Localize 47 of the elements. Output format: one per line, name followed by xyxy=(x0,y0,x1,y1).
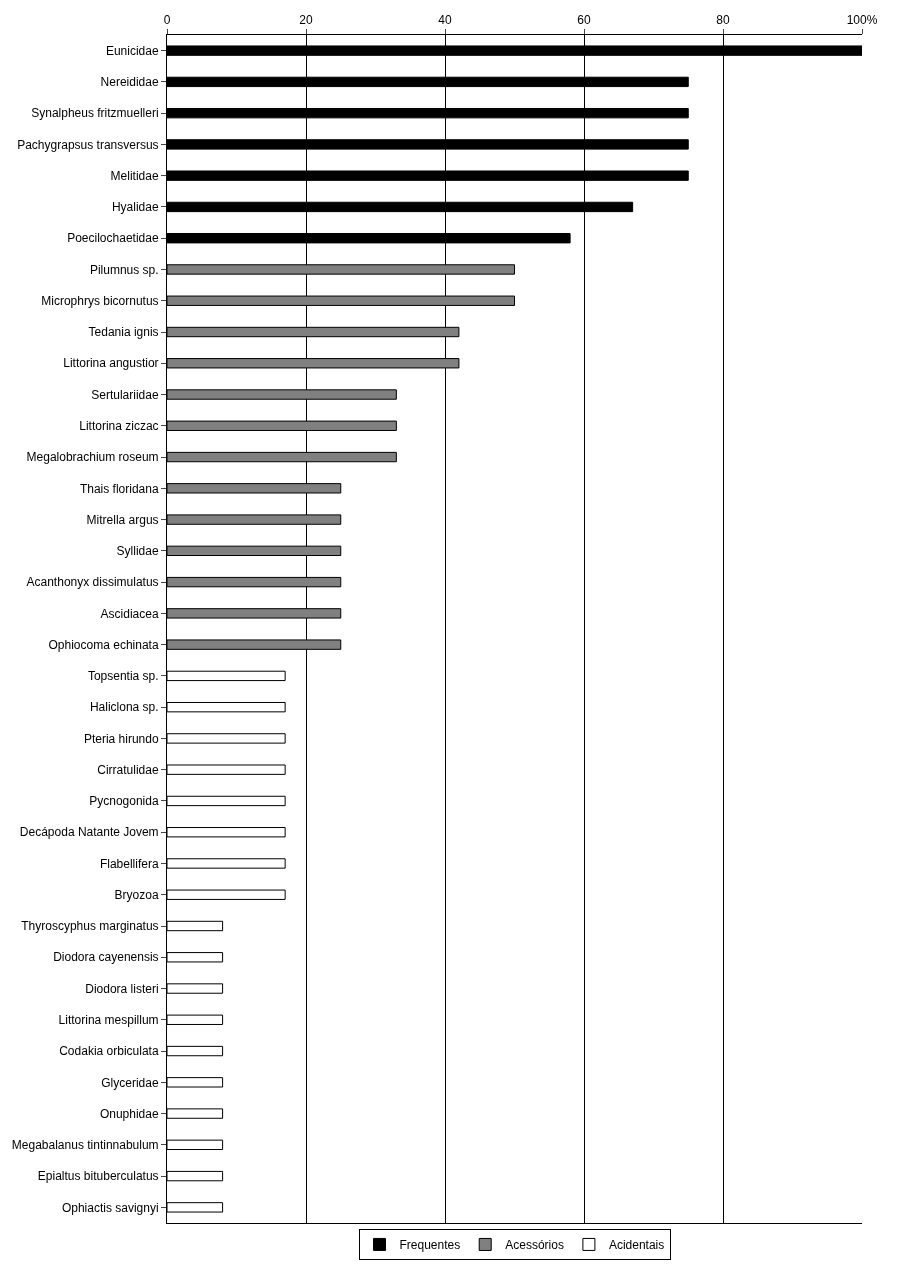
y-tick-label: Ophiactis savignyi xyxy=(61,1200,159,1215)
y-tick-label: Littorina mespillum xyxy=(58,1012,159,1027)
y-tick-label: Mitrella argus xyxy=(86,512,159,527)
y-tick-label: Thyroscyphus marginatus xyxy=(21,919,159,934)
y-tick-label: Melitidae xyxy=(110,168,159,183)
y-tick-label: Hyalidae xyxy=(111,200,159,215)
y-tick-label: Pachygrapsus transversus xyxy=(17,137,159,152)
y-tick-label: Megalobrachium roseum xyxy=(26,450,159,465)
legend-label: Acidentais xyxy=(608,1238,665,1253)
y-tick-label: Microphrys bicornutus xyxy=(41,293,159,308)
y-tick-label: Flabellifera xyxy=(99,856,159,871)
legend-label: Frequentes xyxy=(399,1238,461,1253)
x-tick-label: 40 xyxy=(438,13,452,28)
y-tick-label: Megabalanus tintinnabulum xyxy=(11,1138,159,1153)
y-tick-label: Eunicidae xyxy=(105,43,159,58)
y-tick-label: Onuphidae xyxy=(99,1106,159,1121)
x-tick-label: 20 xyxy=(299,13,313,28)
legend-label: Acessórios xyxy=(505,1238,564,1253)
y-tick-label: Cirratulidae xyxy=(97,762,159,777)
y-tick-label: Littorina angustior xyxy=(63,356,159,371)
x-tick-label: 60 xyxy=(577,13,591,28)
x-tick-label: 80 xyxy=(716,13,730,28)
y-tick-label: Epialtus bituberculatus xyxy=(37,1169,159,1184)
y-tick-label: Pteria hirundo xyxy=(83,731,159,746)
y-tick-label: Littorina ziczac xyxy=(79,418,159,433)
y-tick-label: Sertulariidae xyxy=(91,387,159,402)
y-tick-label: Synalpheus fritzmuelleri xyxy=(31,106,159,121)
y-tick-label: Bryozoa xyxy=(114,887,159,902)
x-tick-label: 0 xyxy=(163,13,171,28)
y-tick-label: Glyceridae xyxy=(101,1075,159,1090)
y-tick-label: Syllidae xyxy=(116,544,159,559)
y-tick-label: Acanthonyx dissimulatus xyxy=(26,575,159,590)
y-tick-label: Diodora listeri xyxy=(85,981,159,996)
y-tick-label: Nereididae xyxy=(100,75,159,90)
y-tick-label: Haliclona sp. xyxy=(89,700,159,715)
y-tick-label: Thais floridana xyxy=(79,481,159,496)
y-tick-label: Poecilochaetidae xyxy=(67,231,159,246)
y-tick-label: Ascidiacea xyxy=(100,606,159,621)
y-tick-label: Diodora cayenensis xyxy=(53,950,159,965)
y-tick-label: Topsentia sp. xyxy=(87,669,159,684)
y-tick-label: Codakia orbiculata xyxy=(59,1044,159,1059)
y-tick-label: Pilumnus sp. xyxy=(89,262,159,277)
y-tick-label: Ophiocoma echinata xyxy=(48,637,159,652)
y-tick-label: Decápoda Natante Jovem xyxy=(19,825,159,840)
x-tick-label: 100% xyxy=(846,13,878,28)
y-tick-label: Pycnogonida xyxy=(89,794,159,809)
y-tick-label: Tedania ignis xyxy=(88,325,159,340)
